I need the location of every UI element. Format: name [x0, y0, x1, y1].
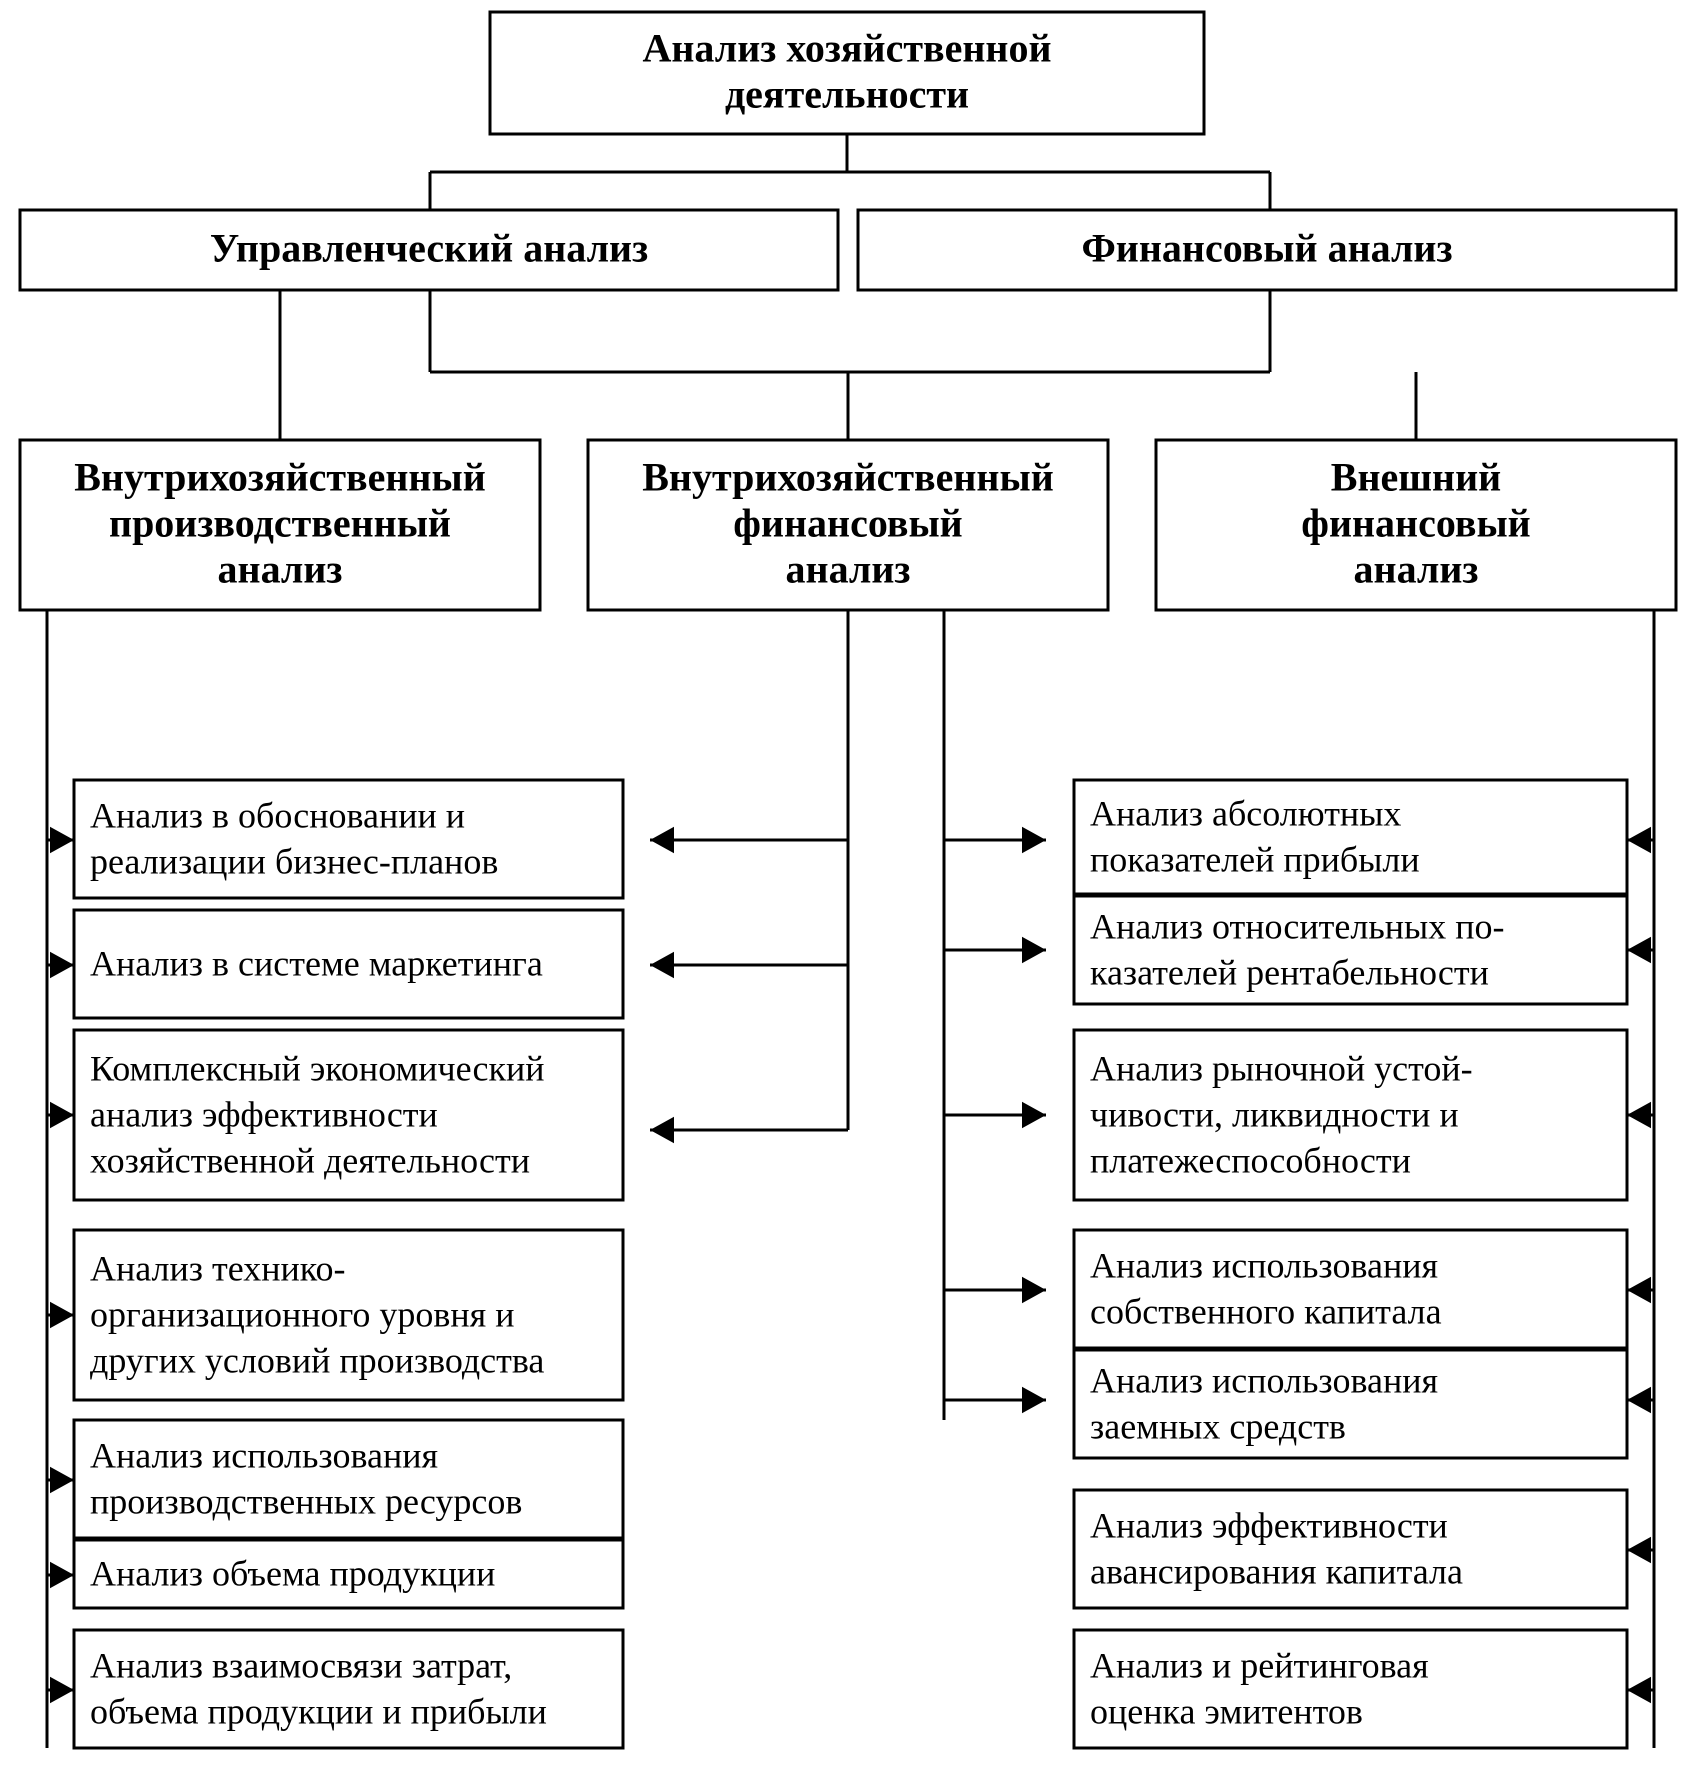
- node-R4-line-0: Анализ использования: [1090, 1246, 1438, 1286]
- node-R1-line-1: показателей прибыли: [1090, 840, 1420, 880]
- node-R3: Анализ рыночной устой-чивости, ликвиднос…: [1074, 1030, 1627, 1200]
- node-L7: Анализ взаимосвязи затрат, объема продукц…: [74, 1630, 623, 1748]
- node-L3-line-1: анализ эффективности: [90, 1095, 438, 1135]
- node-R2-line-1: казателей рентабельности: [1090, 953, 1489, 993]
- node-extfin: Внешнийфинансовыйанализ: [1156, 440, 1676, 610]
- analysis-hierarchy-diagram: Анализ хозяйственнойдеятельности Управлен…: [0, 0, 1694, 1776]
- node-extfin-line-2: анализ: [1354, 547, 1479, 592]
- node-root: Анализ хозяйственнойдеятельности: [490, 12, 1204, 134]
- node-R7-line-1: оценка эмитентов: [1090, 1692, 1363, 1732]
- node-intfin-line-1: финансовый: [733, 501, 962, 546]
- node-R6-line-1: авансирования капитала: [1090, 1552, 1463, 1592]
- node-R4-line-1: собственного капитала: [1090, 1292, 1442, 1332]
- node-extfin-line-0: Внешний: [1331, 455, 1501, 500]
- node-L7-line-0: Анализ взаимосвязи затрат,: [90, 1646, 512, 1686]
- node-L1-line-1: реализации бизнес-планов: [90, 842, 498, 882]
- node-L3-line-2: хозяйственной деятельности: [90, 1141, 530, 1181]
- node-L1: Анализ в обосновании и реализации бизнес-…: [74, 780, 623, 898]
- node-L4-line-2: других условий производства: [90, 1341, 544, 1381]
- node-R5: Анализ использования заемных средств: [1074, 1350, 1627, 1458]
- node-prod-line-2: анализ: [218, 547, 343, 592]
- node-intfin: Внутрихозяйственныйфинансовыйанализ: [588, 440, 1108, 610]
- node-R5-line-1: заемных средств: [1090, 1407, 1346, 1447]
- node-root-line-1: деятельности: [725, 72, 969, 117]
- node-R3-line-1: чивости, ликвидности и: [1090, 1095, 1459, 1135]
- node-R6-line-0: Анализ эффективности: [1090, 1506, 1448, 1546]
- node-L6-line-0: Анализ объема продукции: [90, 1554, 495, 1594]
- node-R1-line-0: Анализ абсолютных: [1090, 794, 1401, 834]
- node-L5-line-1: производственных ресурсов: [90, 1482, 522, 1522]
- node-R3-line-0: Анализ рыночной устой-: [1090, 1049, 1473, 1089]
- node-intfin-line-0: Внутрихозяйственный: [642, 455, 1054, 500]
- node-R7: Анализ и рейтинговая оценка эмитентов: [1074, 1630, 1627, 1748]
- node-R5-line-0: Анализ использования: [1090, 1361, 1438, 1401]
- node-L4: Анализ технико-организационного уровня и…: [74, 1230, 623, 1400]
- node-mgmt: Управленческий анализ: [20, 210, 838, 290]
- node-L4-line-1: организационного уровня и: [90, 1295, 515, 1335]
- node-L3-line-0: Комплексный экономический: [90, 1049, 545, 1089]
- node-fin: Финансовый анализ: [858, 210, 1676, 290]
- node-R4: Анализ использования собственного капитал…: [1074, 1230, 1627, 1348]
- node-L5-line-0: Анализ использования: [90, 1436, 438, 1476]
- node-fin-line-0: Финансовый анализ: [1081, 226, 1452, 271]
- node-L5: Анализ использования производственных рес…: [74, 1420, 623, 1538]
- node-prod-line-0: Внутрихозяйственный: [74, 455, 486, 500]
- node-R1: Анализ абсолютных показателей прибыли: [1074, 780, 1627, 894]
- node-R6: Анализ эффективности авансирования капита…: [1074, 1490, 1627, 1608]
- node-R2-line-0: Анализ относительных по-: [1090, 907, 1504, 947]
- node-root-line-0: Анализ хозяйственной: [643, 26, 1052, 71]
- node-L3: Комплексный экономический анализ эффектив…: [74, 1030, 623, 1200]
- node-R3-line-2: платежеспособности: [1090, 1141, 1411, 1181]
- node-L4-line-0: Анализ технико-: [90, 1249, 345, 1289]
- node-L2: Анализ в системе маркетинга: [74, 910, 623, 1018]
- node-extfin-line-1: финансовый: [1301, 501, 1530, 546]
- node-L7-line-1: объема продукции и прибыли: [90, 1692, 547, 1732]
- node-prod-line-1: производственный: [109, 501, 451, 546]
- node-R2: Анализ относительных по-казателей рентаб…: [1074, 896, 1627, 1004]
- node-L2-line-0: Анализ в системе маркетинга: [90, 944, 543, 984]
- node-L1-line-0: Анализ в обосновании и: [90, 796, 465, 836]
- node-prod: Внутрихозяйственныйпроизводственныйанали…: [20, 440, 540, 610]
- node-mgmt-line-0: Управленческий анализ: [210, 226, 648, 271]
- node-L6: Анализ объема продукции: [74, 1540, 623, 1608]
- node-intfin-line-2: анализ: [786, 547, 911, 592]
- node-R7-line-0: Анализ и рейтинговая: [1090, 1646, 1429, 1686]
